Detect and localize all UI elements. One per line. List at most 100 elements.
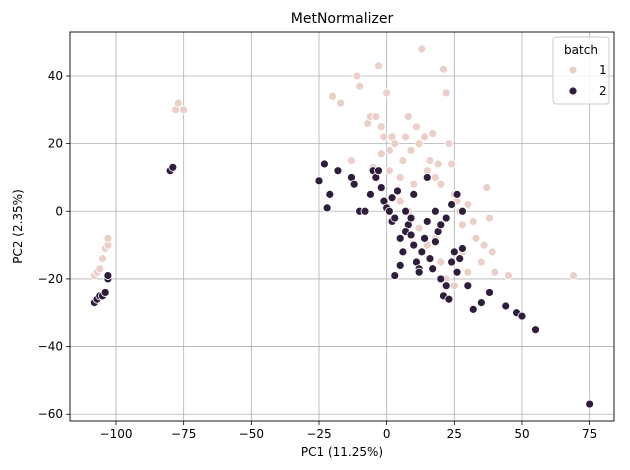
- y-tick-label: −60: [38, 407, 63, 421]
- legend-entries: 12: [568, 63, 607, 98]
- point-batch-1: [463, 200, 473, 209]
- point-batch-2: [428, 264, 438, 274]
- plot-area: [69, 31, 615, 422]
- point-batch-2: [430, 237, 440, 247]
- point-batch-2: [406, 230, 416, 240]
- legend-box: [552, 36, 610, 105]
- x-tick-label: −50: [239, 427, 264, 441]
- point-batch-2: [333, 166, 343, 176]
- point-batch-2: [325, 189, 335, 199]
- point-batch-1: [417, 44, 427, 54]
- point-batch-1: [444, 139, 454, 149]
- point-batch-2: [455, 254, 465, 264]
- point-batch-1: [439, 64, 448, 74]
- point-batch-1: [482, 183, 492, 193]
- x-tick-label: 50: [514, 427, 529, 441]
- point-batch-2: [395, 233, 405, 243]
- y-tick-label: −20: [38, 272, 63, 286]
- point-batch-1: [374, 61, 383, 71]
- point-batch-2: [476, 298, 486, 308]
- y-tick-label: −40: [38, 340, 63, 354]
- point-batch-2: [406, 213, 416, 223]
- point-batch-1: [436, 257, 446, 267]
- point-batch-1: [504, 271, 513, 280]
- point-batch-2: [447, 200, 457, 209]
- point-batch-2: [103, 271, 113, 280]
- point-batch-1: [98, 254, 107, 264]
- point-batch-2: [436, 274, 446, 284]
- x-axis-label: PC1 (11.25%): [301, 445, 383, 459]
- point-batch-2: [409, 240, 419, 250]
- point-batch-2: [452, 189, 462, 199]
- x-tick-label: 75: [582, 427, 597, 441]
- point-batch-2: [398, 247, 408, 257]
- x-tick-label: 0: [383, 427, 391, 441]
- point-batch-1: [441, 88, 451, 98]
- chart-title: MetNormalizer: [291, 11, 394, 27]
- point-batch-1: [436, 179, 446, 189]
- point-batch-1: [336, 98, 346, 108]
- point-batch-1: [395, 196, 405, 206]
- x-tick-label: −100: [100, 427, 133, 441]
- point-batch-2: [387, 193, 397, 203]
- point-batch-1: [430, 173, 440, 182]
- point-batch-1: [355, 81, 364, 91]
- point-batch-1: [449, 281, 459, 291]
- point-batch-2: [425, 254, 435, 264]
- point-batch-2: [585, 399, 595, 409]
- point-batch-1: [487, 247, 497, 257]
- point-batch-1: [479, 240, 489, 250]
- point-batch-1: [95, 264, 105, 274]
- point-batch-2: [444, 294, 454, 304]
- point-batch-1: [384, 166, 394, 176]
- point-batch-1: [468, 217, 478, 226]
- point-batch-2: [468, 304, 478, 314]
- point-batch-2: [441, 281, 451, 291]
- point-batch-2: [485, 288, 494, 297]
- point-batch-2: [458, 244, 467, 253]
- point-batch-1: [103, 233, 113, 243]
- point-batch-1: [476, 257, 486, 267]
- point-batch-2: [349, 179, 359, 189]
- y-tick-label: 40: [48, 69, 63, 83]
- point-batch-1: [447, 159, 457, 169]
- point-batch-2: [414, 267, 424, 277]
- point-batch-1: [395, 173, 405, 182]
- legend-marker-2: [568, 86, 578, 96]
- x-tick-label: 25: [447, 427, 462, 441]
- point-batch-2: [395, 260, 405, 270]
- point-batch-1: [403, 112, 413, 121]
- point-batch-1: [409, 179, 419, 189]
- point-batch-1: [569, 271, 578, 280]
- legend-title: batch: [564, 43, 598, 57]
- point-batch-2: [463, 281, 473, 291]
- legend-label-2: 2: [599, 84, 607, 98]
- point-batch-2: [531, 325, 540, 335]
- point-batch-1: [352, 71, 362, 81]
- point-batch-1: [406, 145, 416, 155]
- point-batch-2: [390, 271, 400, 280]
- point-batch-2: [501, 301, 511, 311]
- y-axis-label: PC2 (2.35%): [11, 189, 25, 264]
- point-batch-1: [490, 267, 500, 277]
- point-batch-1: [379, 132, 389, 142]
- point-batch-1: [458, 220, 467, 230]
- y-tick-label: 20: [48, 137, 63, 151]
- x-tick-label: −75: [171, 427, 196, 441]
- point-batch-2: [452, 267, 462, 277]
- point-batch-2: [374, 166, 383, 176]
- point-batch-1: [371, 112, 381, 121]
- grid: [70, 32, 614, 421]
- legend: batch 12: [552, 36, 610, 105]
- point-batch-2: [314, 176, 324, 186]
- point-batch-1: [463, 267, 473, 277]
- point-batch-2: [449, 247, 459, 257]
- point-batch-2: [517, 311, 527, 321]
- point-batch-1: [376, 149, 386, 159]
- point-batch-2: [420, 233, 429, 243]
- y-tick-label: 0: [55, 204, 63, 218]
- point-batch-2: [401, 206, 411, 216]
- point-batch-1: [384, 145, 394, 155]
- point-batch-2: [393, 186, 402, 196]
- point-batch-2: [366, 189, 375, 199]
